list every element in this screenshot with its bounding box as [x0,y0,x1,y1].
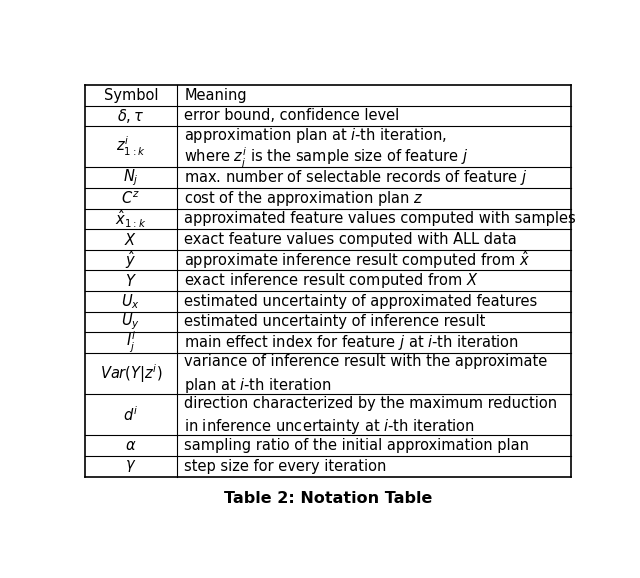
Text: Meaning: Meaning [184,88,247,103]
Text: $\alpha$: $\alpha$ [125,438,136,453]
Bar [85,85,571,477]
Text: $\hat{y}$: $\hat{y}$ [125,249,136,271]
Text: approximation plan at $i$-th iteration,: approximation plan at $i$-th iteration, [184,126,447,144]
Text: $N_j$: $N_j$ [123,168,139,188]
Text: step size for every iteration: step size for every iteration [184,459,387,474]
Text: $Y$: $Y$ [125,273,137,289]
Text: exact inference result computed from $X$: exact inference result computed from $X$ [184,271,479,290]
Text: max. number of selectable records of feature $j$: max. number of selectable records of fea… [184,168,527,187]
Text: Symbol: Symbol [104,88,158,103]
Text: $U_x$: $U_x$ [122,292,140,311]
Text: in inference uncertainty at $i$-th iteration: in inference uncertainty at $i$-th itera… [184,417,476,436]
Text: where $z_j^i$ is the sample size of feature $j$: where $z_j^i$ is the sample size of feat… [184,146,468,171]
Text: plan at $i$-th iteration: plan at $i$-th iteration [184,376,332,395]
Text: $Var(Y|z^i)$: $Var(Y|z^i)$ [99,362,162,385]
Text: $z_{1:k}^{i}$: $z_{1:k}^{i}$ [116,135,146,158]
Text: $C^z$: $C^z$ [122,190,140,206]
Text: $U_y$: $U_y$ [122,312,140,332]
Text: direction characterized by the maximum reduction: direction characterized by the maximum r… [184,396,557,411]
Text: $\delta, \tau$: $\delta, \tau$ [117,107,145,125]
Text: $\hat{x}_{1:k}$: $\hat{x}_{1:k}$ [115,208,147,229]
Text: error bound, confidence level: error bound, confidence level [184,108,399,123]
Text: estimated uncertainty of inference result: estimated uncertainty of inference resul… [184,314,486,329]
Text: $\gamma$: $\gamma$ [125,458,136,475]
Text: cost of the approximation plan $z$: cost of the approximation plan $z$ [184,189,424,208]
Text: $X$: $X$ [124,232,138,247]
Text: approximated feature values computed with samples: approximated feature values computed wit… [184,212,576,227]
Text: $d^i$: $d^i$ [124,405,138,424]
Text: main effect index for feature $j$ at $i$-th iteration: main effect index for feature $j$ at $i$… [184,333,519,352]
Text: exact feature values computed with ALL data: exact feature values computed with ALL d… [184,232,517,247]
Text: sampling ratio of the initial approximation plan: sampling ratio of the initial approximat… [184,438,529,453]
Text: variance of inference result with the approximate: variance of inference result with the ap… [184,354,547,369]
Text: Table 2: Notation Table: Table 2: Notation Table [224,491,432,506]
Text: approximate inference result computed from $\hat{x}$: approximate inference result computed fr… [184,249,530,271]
Text: $I_j^i$: $I_j^i$ [125,330,136,355]
Text: estimated uncertainty of approximated features: estimated uncertainty of approximated fe… [184,294,538,309]
